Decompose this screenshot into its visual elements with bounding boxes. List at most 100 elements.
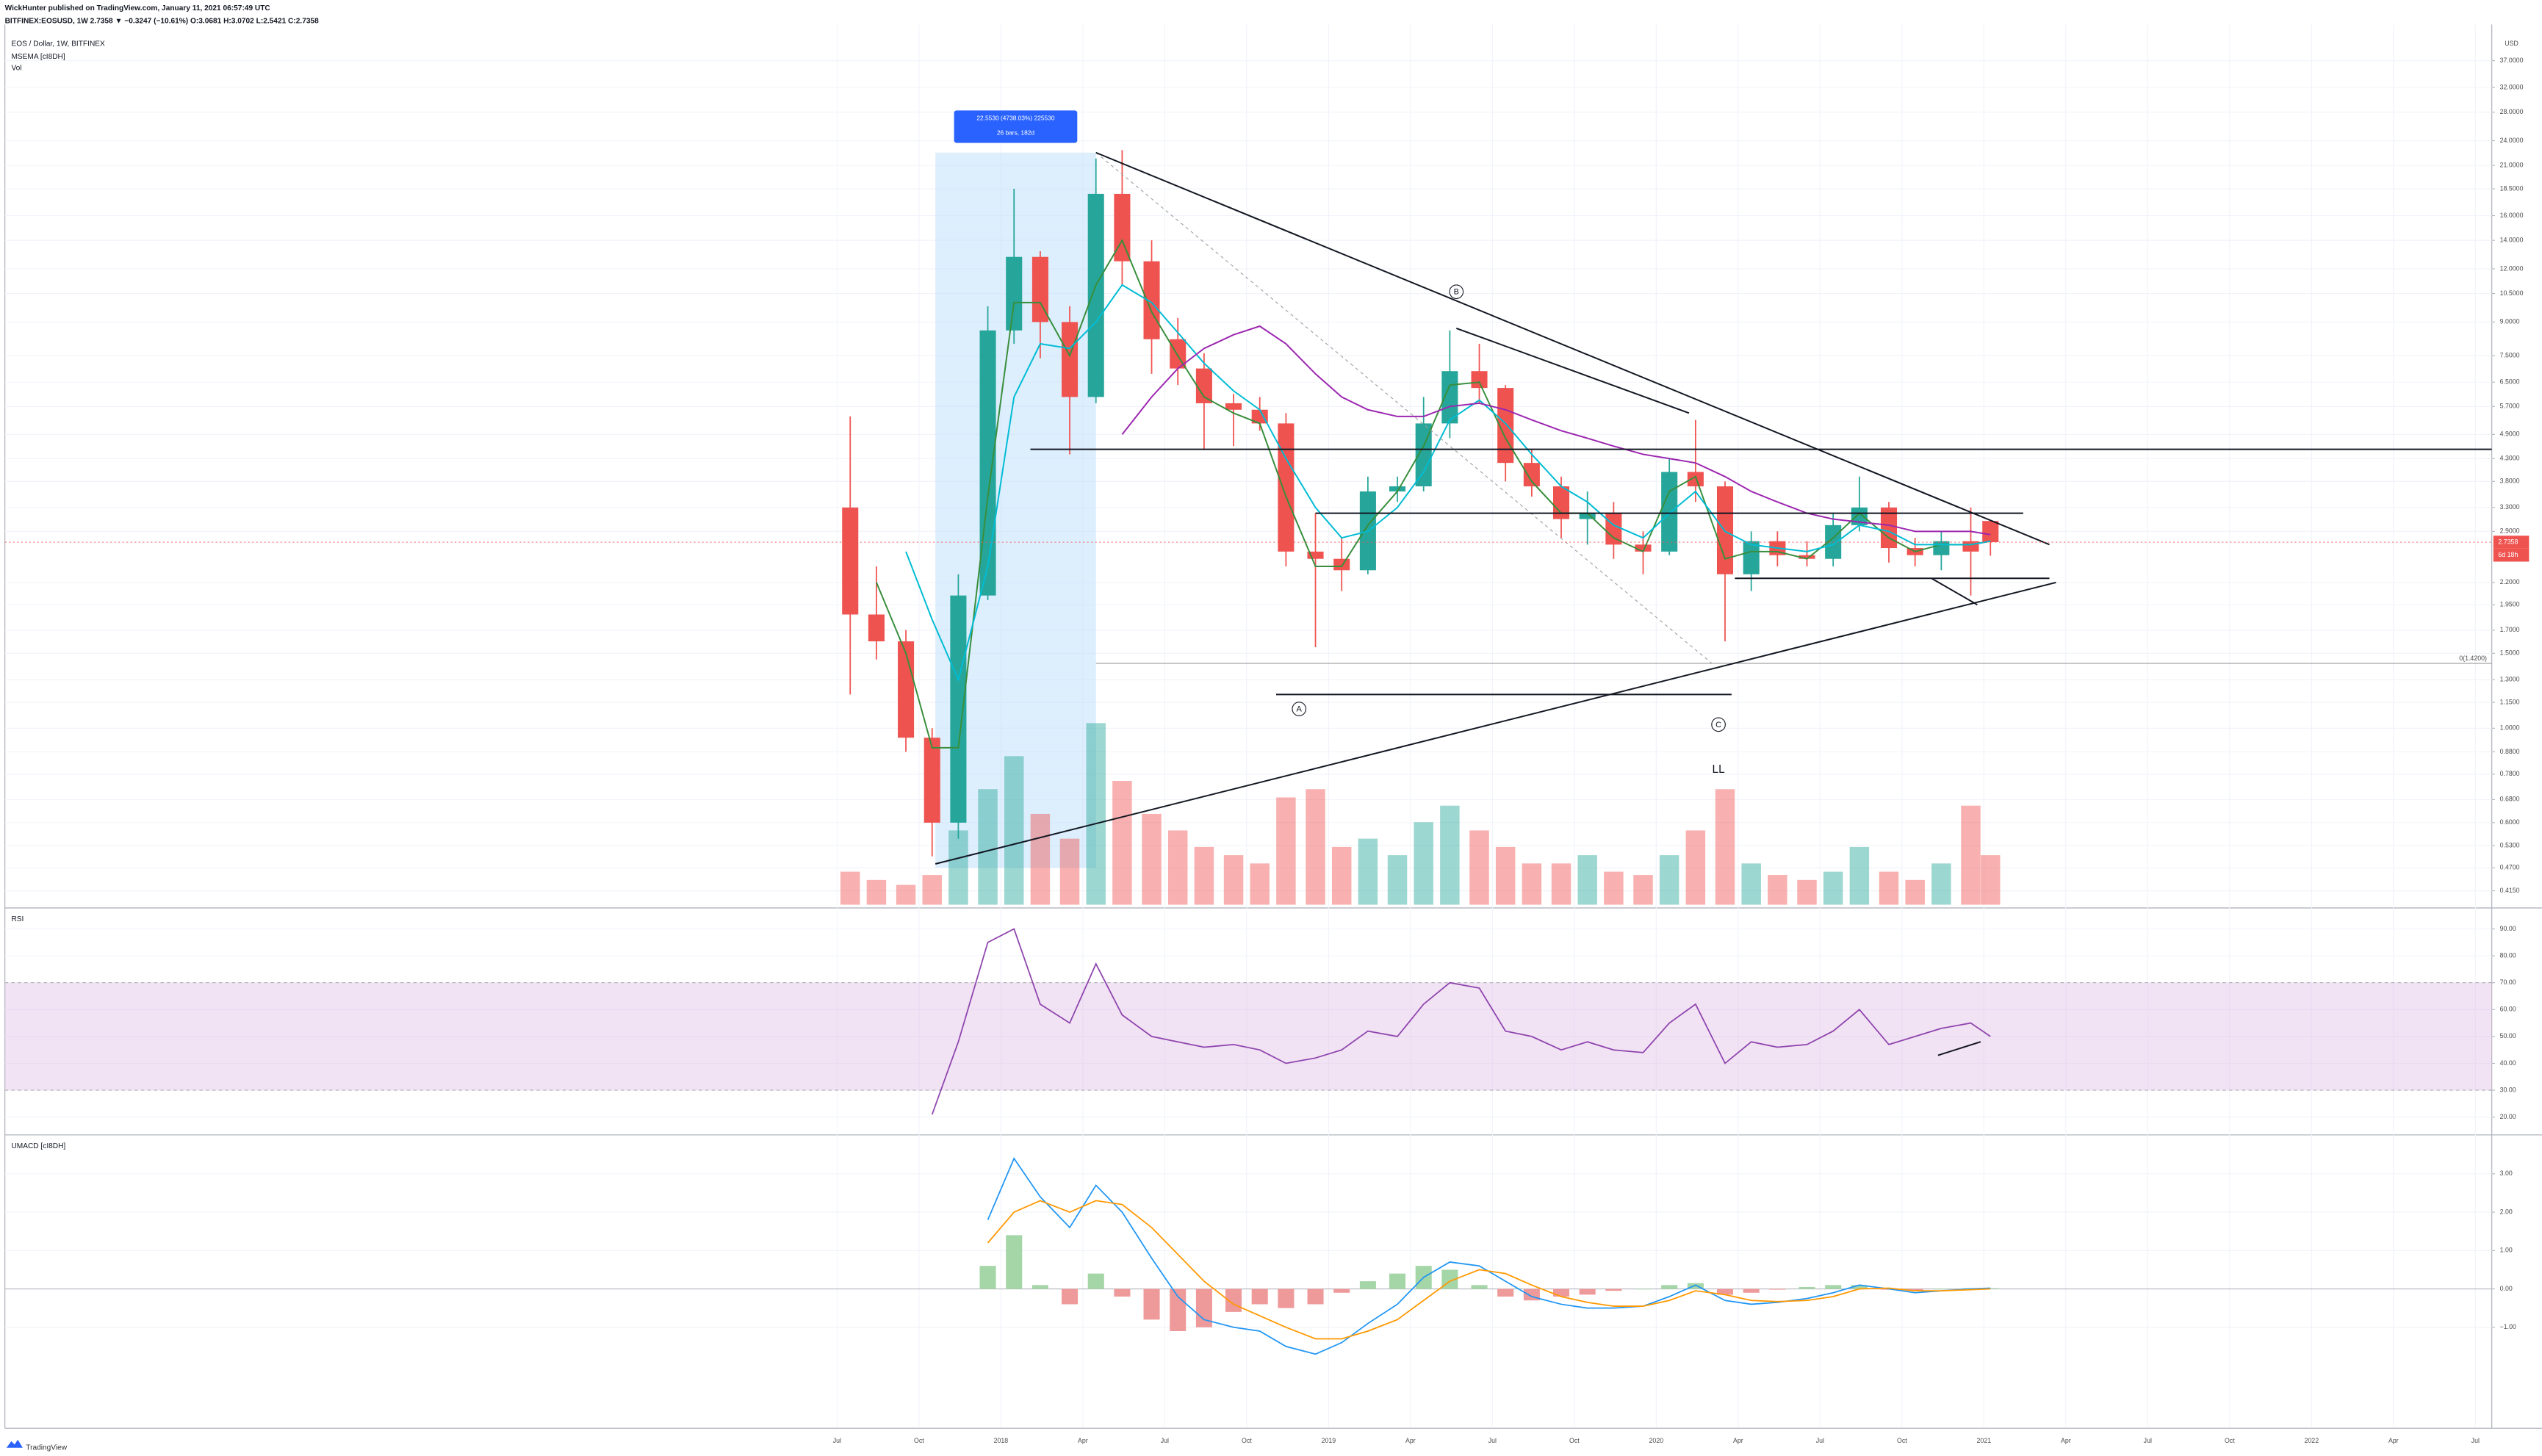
y-tick-label: 50.00 [2500, 1032, 2516, 1039]
candle-body [950, 595, 967, 823]
histogram-bar [1743, 1289, 1760, 1293]
x-tick-label: Apr [1078, 1437, 1088, 1444]
candle-body [1143, 261, 1160, 339]
histogram-bar [1062, 1289, 1079, 1305]
histogram-bar [1389, 1273, 1406, 1289]
volume-bar [1715, 789, 1735, 905]
histogram-bar [1143, 1289, 1160, 1320]
volume-bar [1961, 805, 1981, 905]
volume-bar [1331, 846, 1352, 905]
candle-body [1880, 507, 1898, 549]
candle-body [1687, 472, 1704, 487]
countdown-box [2493, 548, 2530, 562]
brand-logo [6, 1439, 23, 1448]
volume-bar [1276, 797, 1296, 905]
y-tick-label: 0.8800 [2500, 748, 2520, 755]
y-tick-label: 0.7800 [2500, 770, 2520, 777]
volume-bar [1741, 863, 1761, 905]
volume-bar [1030, 813, 1051, 905]
candle-body [1743, 541, 1760, 574]
histogram-bar [1825, 1285, 1842, 1289]
y-tick-label: 4.3000 [2500, 455, 2520, 462]
volume-bar [1142, 813, 1162, 905]
series-line [905, 284, 1991, 682]
wave-label-circle [1711, 717, 1726, 732]
trend-line [1937, 1041, 1981, 1056]
fib-label: 0(1.4200) [2459, 655, 2487, 662]
volume-bar [1469, 830, 1489, 905]
histogram-bar [979, 1266, 996, 1289]
y-tick-label: 70.00 [2500, 979, 2516, 986]
y-tick-label: 0.4150 [2500, 887, 2520, 894]
y-tick-label: 37.0000 [2500, 57, 2524, 64]
y-tick-label: 12.0000 [2500, 264, 2524, 272]
candle-body [1471, 371, 1488, 389]
y-tick-label: 1.3000 [2500, 676, 2520, 683]
histogram-bar [1907, 1289, 1923, 1291]
y-tick-label: 60.00 [2500, 1006, 2516, 1013]
y-tick-label: 6.5000 [2500, 378, 2520, 386]
x-tick-label: Oct [2225, 1437, 2235, 1444]
publisher: WickHunter published on TradingView.com,… [5, 4, 271, 12]
volume-bar [1659, 855, 1679, 905]
y-tick-label: 0.4700 [2500, 864, 2520, 871]
y-tick-label: 4.9000 [2500, 430, 2520, 438]
volume-bar [1905, 879, 1925, 905]
candle-body [1851, 507, 1868, 525]
wave-label: A [1297, 705, 1303, 714]
histogram-bar [1799, 1286, 1815, 1289]
volume-bar [1522, 863, 1542, 905]
histogram-bar [1851, 1285, 1868, 1289]
pane-borders [4, 24, 2542, 1429]
y-tick-label: 21.0000 [2500, 161, 2524, 168]
candle-body [1579, 513, 1596, 519]
trend-line [1455, 327, 1690, 414]
volume-bar [1194, 846, 1214, 905]
volume-bar [1551, 863, 1571, 905]
volume-bar [1577, 855, 1597, 905]
x-tick-label: Jul [833, 1437, 841, 1444]
wave-label: C [1715, 721, 1721, 729]
x-tick-label: 2021 [1977, 1437, 1992, 1444]
y-tick-label: 20.00 [2500, 1113, 2516, 1120]
x-tick-label: Jul [1488, 1437, 1497, 1444]
histogram-bar [1333, 1289, 1350, 1293]
candle-body [868, 614, 885, 642]
y-tick-label: 9.0000 [2500, 318, 2520, 325]
y-tick-label: 90.00 [2500, 925, 2516, 932]
candle-body [1031, 256, 1048, 322]
candle-body [1225, 403, 1242, 410]
y-tick-label: −1.00 [2500, 1323, 2516, 1330]
candle-body [1307, 551, 1324, 559]
y-tick-label: 2.00 [2500, 1208, 2513, 1215]
indicator-name: Vol [11, 65, 21, 73]
symbol-line: BITFINEX:EOSUSD, 1W 2.7358 ▼ −0.3247 (−1… [5, 18, 320, 26]
series-line [987, 1200, 1991, 1340]
candle-body [1195, 368, 1212, 403]
y-tick-label: 3.8000 [2500, 477, 2520, 485]
candle-body [1552, 486, 1570, 519]
volume-bar [1797, 879, 1817, 905]
indicator-name: MSEMA [cI8DH] [11, 53, 65, 61]
histogram-bar [1687, 1283, 1704, 1289]
y-tick-label: 40.00 [2500, 1059, 2516, 1067]
histogram-bar [1307, 1289, 1324, 1305]
x-tick-label: 2019 [1322, 1437, 1336, 1444]
y-tick-label: 24.0000 [2500, 137, 2524, 144]
x-tick-label: Apr [2388, 1437, 2399, 1444]
volume-bar [866, 879, 887, 905]
y-tick-label: 0.6000 [2500, 818, 2520, 826]
brand[interactable]: TradingView [6, 1439, 68, 1452]
x-tick-label: Oct [914, 1437, 924, 1444]
candle-body [1661, 472, 1678, 552]
histogram-bar [1933, 1289, 1950, 1290]
x-tick-label: Jul [2144, 1437, 2152, 1444]
candle-body [923, 738, 940, 823]
candle-body [1333, 558, 1350, 571]
y-tick-label: 2.2000 [2500, 578, 2520, 585]
candle-body [1962, 541, 1979, 552]
candle-body [1799, 555, 1815, 559]
volume-bar [840, 871, 860, 905]
